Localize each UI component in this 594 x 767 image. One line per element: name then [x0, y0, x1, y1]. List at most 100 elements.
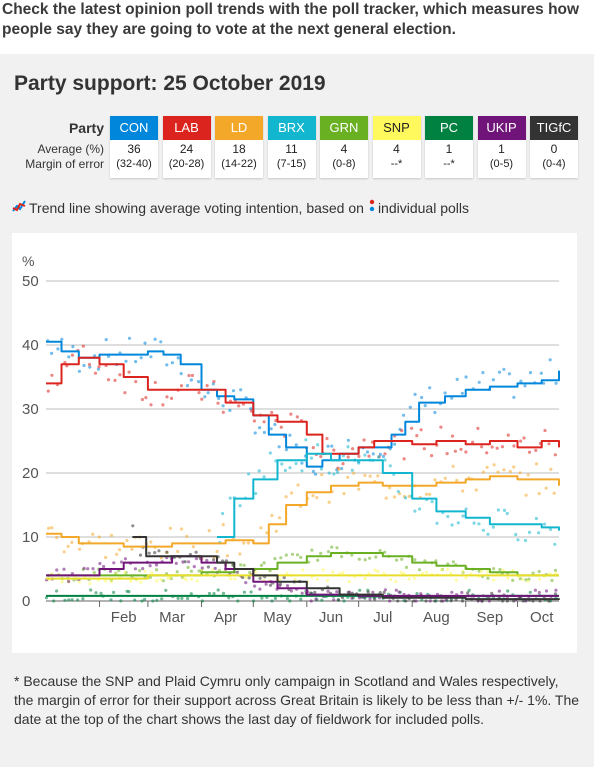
poll-dot-pc	[67, 598, 71, 602]
party-margin-of-error: (14-22)	[221, 158, 257, 170]
poll-dot-ld	[118, 548, 122, 552]
poll-dot-lab	[123, 391, 127, 395]
poll-dot-con	[402, 413, 406, 417]
poll-dot-pc	[164, 588, 168, 592]
poll-dot-ld	[278, 516, 282, 520]
poll-dot-ukip	[285, 584, 290, 588]
poll-dot-ukip	[119, 560, 124, 564]
poll-dot-ld	[176, 549, 180, 554]
poll-dot-ld	[407, 494, 411, 498]
poll-dot-brx	[294, 461, 298, 466]
party-badge: SNP	[372, 116, 421, 140]
poll-dot-con	[311, 469, 315, 473]
poll-dot-brx	[383, 458, 387, 462]
poll-dot-lab	[46, 389, 50, 393]
y-axis-label: %	[22, 253, 34, 269]
poll-dot-snp	[139, 580, 143, 584]
poll-dot-grn	[477, 569, 481, 573]
poll-dot-snp	[278, 577, 282, 581]
poll-dot-ld	[242, 541, 246, 545]
poll-dot-snp	[341, 571, 345, 575]
poll-dot-con	[443, 391, 447, 395]
poll-dot-pc	[467, 588, 471, 592]
poll-dot-ld	[315, 496, 319, 500]
poll-dot-lab	[70, 353, 75, 357]
poll-dot-grn	[550, 578, 554, 583]
party-margin-of-error: (0-8)	[332, 158, 356, 170]
average-row-label: Average (%)	[37, 142, 104, 156]
poll-dot-brx	[262, 475, 266, 479]
poll-dot-lab	[144, 396, 148, 400]
poll-dot-tigfc	[439, 599, 443, 603]
poll-dot-grn	[335, 546, 339, 550]
poll-dot-lab	[500, 445, 504, 449]
poll-dot-con	[262, 430, 266, 435]
poll-dot-con	[393, 442, 397, 446]
poll-dot-brx	[537, 531, 541, 535]
poll-dot-con	[455, 377, 459, 381]
poll-dot-brx	[388, 464, 392, 468]
poll-dot-con	[217, 396, 221, 400]
poll-dot-con	[548, 358, 552, 362]
poll-dot-snp	[143, 569, 147, 573]
poll-dot-grn	[368, 556, 372, 560]
x-tick-label: Sep	[477, 609, 504, 626]
poll-dot-ld	[524, 493, 528, 497]
poll-dot-lab	[543, 428, 547, 433]
poll-dot-snp	[363, 577, 367, 581]
party-badge: GRN	[320, 116, 368, 140]
poll-dot-brx	[254, 491, 258, 496]
poll-dot-brx	[309, 456, 314, 460]
poll-dot-grn	[284, 553, 288, 557]
poll-dot-grn	[400, 557, 404, 561]
poll-dot-ukip	[388, 599, 392, 603]
poll-dot-snp	[233, 577, 237, 581]
poll-dot-snp	[60, 580, 64, 584]
poll-dot-lab	[519, 439, 523, 443]
poll-dot-lab	[325, 436, 329, 441]
poll-dot-ukip	[394, 588, 398, 592]
poll-dot-tigfc	[480, 599, 484, 603]
poll-dot-brx	[430, 500, 434, 504]
poll-dot-ld	[337, 467, 341, 471]
poll-dot-grn	[350, 553, 354, 557]
poll-dot-ld	[368, 474, 372, 478]
poll-dot-brx	[446, 514, 450, 519]
poll-dot-ukip	[102, 564, 106, 569]
poll-dot-con	[96, 367, 100, 371]
poll-dot-brx	[450, 523, 454, 527]
poll-dot-con	[420, 395, 424, 400]
poll-dot-lab	[459, 447, 463, 451]
poll-dot-ukip	[397, 590, 401, 594]
poll-dot-grn	[423, 559, 427, 563]
poll-dot-ukip	[192, 565, 196, 569]
poll-dot-ld	[451, 464, 455, 468]
poll-dot-snp	[445, 567, 450, 571]
poll-dot-con	[176, 356, 180, 360]
poll-dot-snp	[184, 578, 188, 582]
poll-dot-ld	[259, 526, 263, 530]
poll-dot-ukip	[460, 590, 464, 595]
y-tick-label: 40	[22, 337, 39, 354]
poll-dot-lab	[197, 391, 201, 395]
poll-dot-snp	[501, 568, 505, 572]
poll-dot-lab	[249, 409, 253, 413]
poll-dot-pc	[94, 591, 98, 595]
poll-dot-ld	[221, 523, 225, 527]
poll-dot-brx	[350, 468, 354, 472]
poll-dot-ukip	[67, 579, 71, 584]
poll-dot-lab	[149, 403, 153, 407]
poll-dot-con	[149, 355, 153, 359]
poll-dot-lab	[93, 371, 98, 375]
poll-dot-ld	[428, 492, 432, 496]
poll-dot-grn	[378, 549, 382, 553]
poll-dot-grn	[383, 550, 387, 554]
poll-dot-lab	[419, 428, 423, 432]
poll-dot-ukip	[300, 591, 304, 595]
poll-dot-ld	[496, 470, 500, 474]
poll-dot-con	[253, 431, 257, 435]
poll-dot-ld	[455, 478, 459, 482]
poll-dot-grn	[451, 560, 455, 564]
poll-dot-grn	[186, 565, 190, 569]
poll-dot-ld	[552, 491, 556, 495]
